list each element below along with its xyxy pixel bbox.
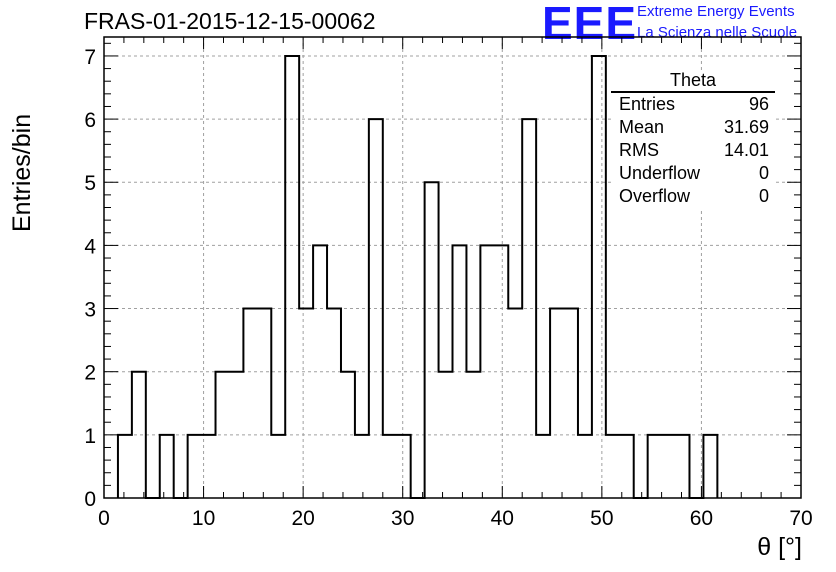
histogram-bin [132,372,146,498]
x-tick-label: 0 [98,507,110,530]
histogram-bin [383,435,397,498]
histogram-bin [592,56,606,498]
histogram-bin [188,435,202,498]
histogram-bin [648,435,662,498]
stats-label: Mean [619,117,665,137]
stats-value: 0 [758,163,769,183]
y-tick-label: 1 [84,425,96,448]
x-tick-label: 10 [192,507,215,530]
histogram-bin [676,435,690,498]
stats-value: 96 [748,94,769,114]
histogram-bin [606,435,620,498]
histogram-bin [313,245,327,498]
stats-row-overflow: Overflow 0 [611,185,775,208]
x-tick-label: 20 [291,507,314,530]
histogram-bin [285,56,299,498]
stats-label: Underflow [619,163,701,183]
histogram-bin [578,435,592,498]
chart-title: FRAS-01-2015-12-15-00062 [84,8,376,34]
x-tick-label: 40 [491,507,514,530]
x-tick-label: 30 [391,507,414,530]
histogram-bin [257,309,271,498]
stats-label: RMS [619,140,659,160]
y-tick-label: 6 [84,109,96,132]
histogram-bin [564,309,578,498]
histogram-bin [439,372,453,498]
histogram-bin [662,435,676,498]
stats-box: Theta Entries 96 Mean 31.69 RMS 14.01 Un… [611,70,775,208]
histogram-bin [216,372,230,498]
stats-title: Theta [611,70,775,93]
histogram-bin [466,372,480,498]
histogram-bin [243,309,257,498]
histogram-bin [327,309,341,498]
histogram-bin [522,119,536,498]
stats-row-entries: Entries 96 [611,93,775,116]
histogram-bin [425,182,439,498]
histogram-bin [160,435,174,498]
histogram-bin [397,435,411,498]
x-tick-label: 60 [690,507,713,530]
stats-label: Overflow [619,186,691,206]
histogram-bin [494,245,508,498]
histogram-bin [229,372,243,498]
stats-row-rms: RMS 14.01 [611,139,775,162]
stats-value: 0 [758,186,769,206]
histogram-bin [508,309,522,498]
histogram-bin [299,309,313,498]
y-tick-label: 7 [84,46,96,69]
plot-frame [103,36,802,499]
y-tick-label: 4 [84,235,96,258]
histogram-bin [453,245,467,498]
histogram-bin [271,435,285,498]
logo-tagline-1: Extreme Energy Events [637,3,795,20]
x-axis-label: θ [°] [757,533,802,561]
histogram-bin [703,435,717,498]
histogram-bin [355,435,369,498]
histogram-bin [620,435,634,498]
histogram-bin [550,309,564,498]
stats-label: Entries [619,94,676,114]
histogram-bin [118,435,132,498]
histogram-bin [480,245,494,498]
stats-value: 14.01 [723,140,769,160]
stats-value: 31.69 [723,117,769,137]
x-tick-label: 70 [789,507,812,530]
histogram-bin [536,435,550,498]
y-tick-label: 0 [84,488,96,511]
histogram-bin [341,372,355,498]
stats-row-mean: Mean 31.69 [611,116,775,139]
histogram-bin [369,119,383,498]
y-tick-label: 2 [84,362,96,385]
x-tick-label: 50 [590,507,613,530]
y-tick-label: 5 [84,172,96,195]
stats-row-underflow: Underflow 0 [611,162,775,185]
eee-logo: EEE [542,0,638,49]
y-tick-label: 3 [84,299,96,322]
